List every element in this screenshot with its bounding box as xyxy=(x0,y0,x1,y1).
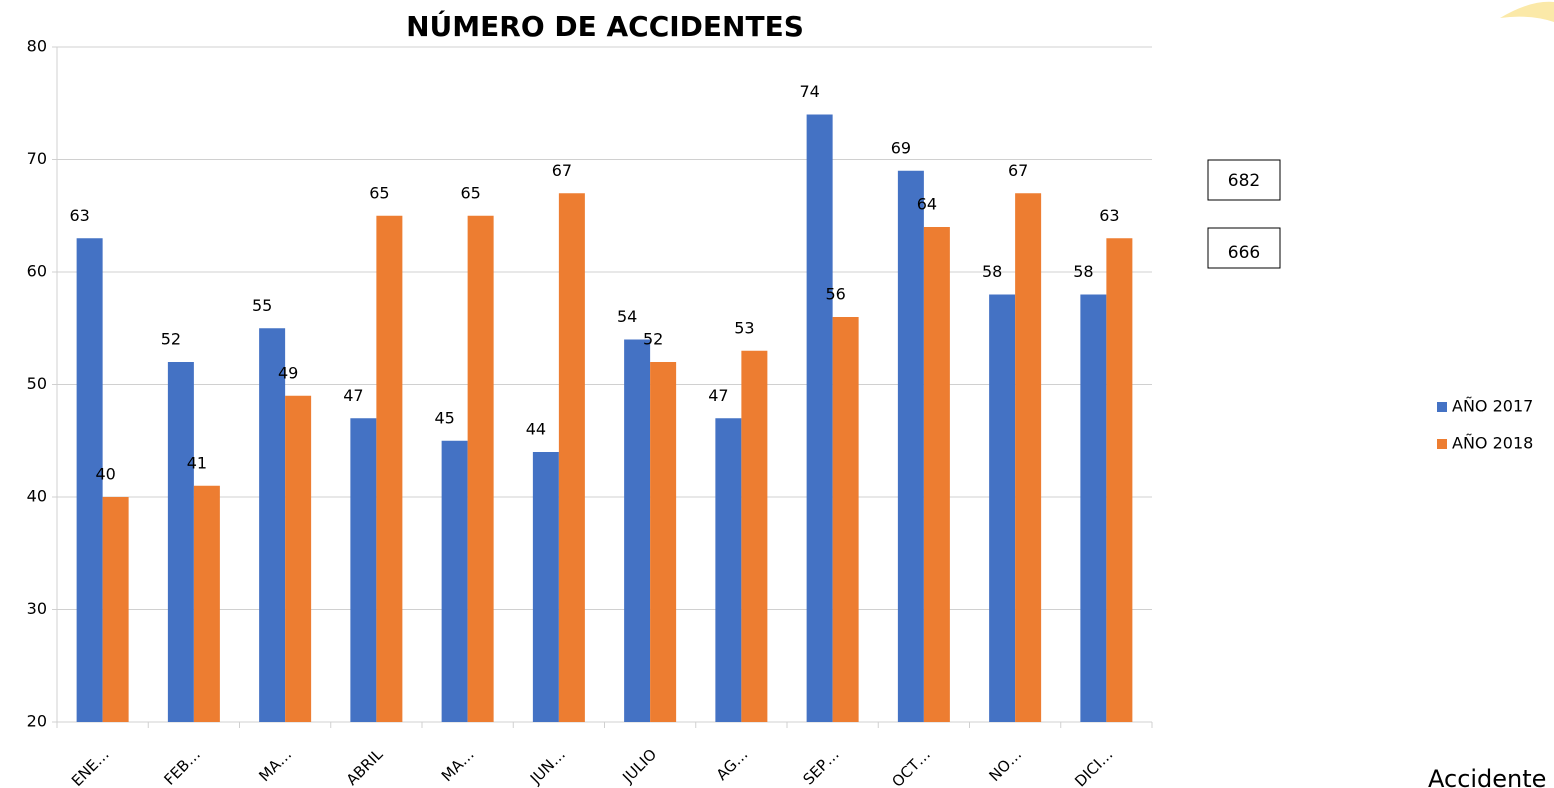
bar xyxy=(806,114,833,722)
x-tick-label: JULIO xyxy=(618,745,660,787)
data-label: 40 xyxy=(95,465,115,484)
annotation: Accidente xyxy=(1428,765,1546,788)
annotation-box xyxy=(1207,227,1281,269)
x-tick-label: FEB… xyxy=(160,745,203,788)
data-label: 67 xyxy=(1008,161,1028,180)
data-label: 58 xyxy=(982,262,1002,281)
x-tick-label: SEP… xyxy=(799,745,842,788)
bar xyxy=(76,238,103,722)
x-tick-label: ABRIL xyxy=(343,745,387,788)
bar xyxy=(350,418,377,722)
bar xyxy=(259,328,286,722)
legend-label: AÑO 2017 xyxy=(1452,397,1533,416)
annotation: 682 xyxy=(1228,171,1260,191)
data-label: 69 xyxy=(891,138,911,157)
bar xyxy=(376,215,403,722)
x-tick-label: OCT… xyxy=(888,745,934,788)
data-label: 56 xyxy=(825,285,845,304)
data-label: 63 xyxy=(1099,206,1119,225)
legend-swatch xyxy=(1437,439,1447,449)
x-tick-label: MA… xyxy=(438,745,478,785)
bar xyxy=(1015,193,1042,722)
data-label: 67 xyxy=(552,161,572,180)
data-label: 47 xyxy=(343,386,363,405)
legend-swatch xyxy=(1437,402,1447,412)
bar xyxy=(1080,294,1107,722)
x-tick-label: MA… xyxy=(255,745,295,785)
data-label: 55 xyxy=(252,296,272,315)
y-tick-label: 70 xyxy=(27,149,47,168)
legend-label: AÑO 2018 xyxy=(1452,434,1533,453)
x-tick-label: NO… xyxy=(986,745,1026,785)
bar xyxy=(532,452,559,722)
chart-title: NÚMERO DE ACCIDENTES xyxy=(406,9,804,43)
y-tick-label: 40 xyxy=(27,487,47,506)
data-label: 52 xyxy=(161,330,181,349)
data-label: 41 xyxy=(187,453,207,472)
data-label: 44 xyxy=(526,420,546,439)
bar xyxy=(923,227,950,722)
bar xyxy=(467,215,494,722)
data-label: 45 xyxy=(434,408,454,427)
bar xyxy=(102,497,129,722)
y-tick-label: 20 xyxy=(27,712,47,731)
bar xyxy=(650,362,677,722)
x-tick-label: ENE… xyxy=(68,745,113,788)
bar xyxy=(624,339,651,722)
data-label: 65 xyxy=(460,183,480,202)
bar xyxy=(1106,238,1133,722)
bar xyxy=(441,440,468,722)
y-tick-label: 80 xyxy=(27,37,47,56)
bar xyxy=(989,294,1016,722)
data-label: 64 xyxy=(917,195,937,214)
bar xyxy=(558,193,585,722)
y-tick-label: 30 xyxy=(27,599,47,618)
bar xyxy=(167,362,194,722)
annotation: 666 xyxy=(1228,243,1260,263)
x-tick-label: DICI… xyxy=(1071,745,1116,788)
bar xyxy=(285,395,312,722)
bar xyxy=(897,170,924,722)
data-label: 49 xyxy=(278,363,298,382)
data-label: 65 xyxy=(369,183,389,202)
bar xyxy=(832,317,859,722)
bar xyxy=(715,418,742,722)
decoration xyxy=(1500,1,1554,22)
data-label: 53 xyxy=(734,318,754,337)
data-label: 74 xyxy=(799,82,819,101)
y-tick-label: 50 xyxy=(27,374,47,393)
x-tick-label: JUN… xyxy=(526,745,569,788)
annotation-box xyxy=(1207,159,1281,201)
data-label: 52 xyxy=(643,330,663,349)
data-label: 58 xyxy=(1073,262,1093,281)
y-tick-label: 60 xyxy=(27,262,47,281)
bar xyxy=(193,485,220,722)
data-label: 63 xyxy=(69,206,89,225)
data-label: 54 xyxy=(617,307,637,326)
bar xyxy=(741,350,768,722)
data-label: 47 xyxy=(708,386,728,405)
x-tick-label: AG… xyxy=(713,745,752,784)
